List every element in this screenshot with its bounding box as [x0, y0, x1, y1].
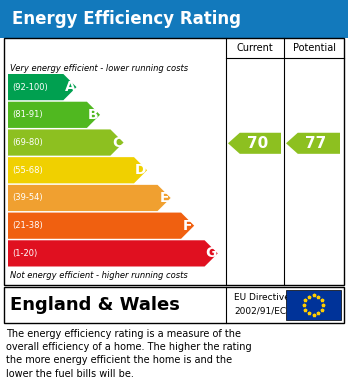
Text: Energy Efficiency Rating: Energy Efficiency Rating [12, 10, 241, 28]
Text: (21-38): (21-38) [12, 221, 43, 230]
Bar [286, 290, 341, 320]
Text: B: B [88, 108, 99, 122]
Polygon shape [8, 74, 77, 100]
Text: (1-20): (1-20) [12, 249, 37, 258]
Text: 77: 77 [305, 136, 326, 151]
Text: G: G [205, 246, 217, 260]
Text: 2002/91/EC: 2002/91/EC [234, 307, 286, 316]
Text: Potential: Potential [293, 43, 335, 53]
Text: E: E [159, 191, 169, 205]
Bar [0, 0, 348, 38]
Polygon shape [286, 133, 340, 154]
Polygon shape [8, 185, 171, 211]
Polygon shape [8, 129, 124, 156]
Text: C: C [112, 136, 122, 149]
Text: (69-80): (69-80) [12, 138, 43, 147]
Text: Current: Current [237, 43, 274, 53]
Text: F: F [183, 219, 192, 233]
Polygon shape [8, 213, 194, 239]
Text: 70: 70 [247, 136, 268, 151]
Text: (92-100): (92-100) [12, 83, 48, 91]
Text: The energy efficiency rating is a measure of the
overall efficiency of a home. T: The energy efficiency rating is a measur… [6, 329, 252, 378]
Polygon shape [8, 102, 100, 128]
Bar [4, 38, 344, 285]
Bar [4, 287, 344, 323]
Text: (81-91): (81-91) [12, 110, 42, 119]
Text: EU Directive: EU Directive [234, 294, 290, 303]
Text: Not energy efficient - higher running costs: Not energy efficient - higher running co… [10, 271, 188, 280]
Polygon shape [8, 157, 147, 183]
Polygon shape [228, 133, 281, 154]
Text: (39-54): (39-54) [12, 194, 42, 203]
Text: A: A [64, 80, 75, 94]
Text: England & Wales: England & Wales [10, 296, 180, 314]
Text: D: D [135, 163, 146, 177]
Text: (55-68): (55-68) [12, 166, 43, 175]
Text: Very energy efficient - lower running costs: Very energy efficient - lower running co… [10, 64, 188, 73]
Polygon shape [8, 240, 218, 267]
